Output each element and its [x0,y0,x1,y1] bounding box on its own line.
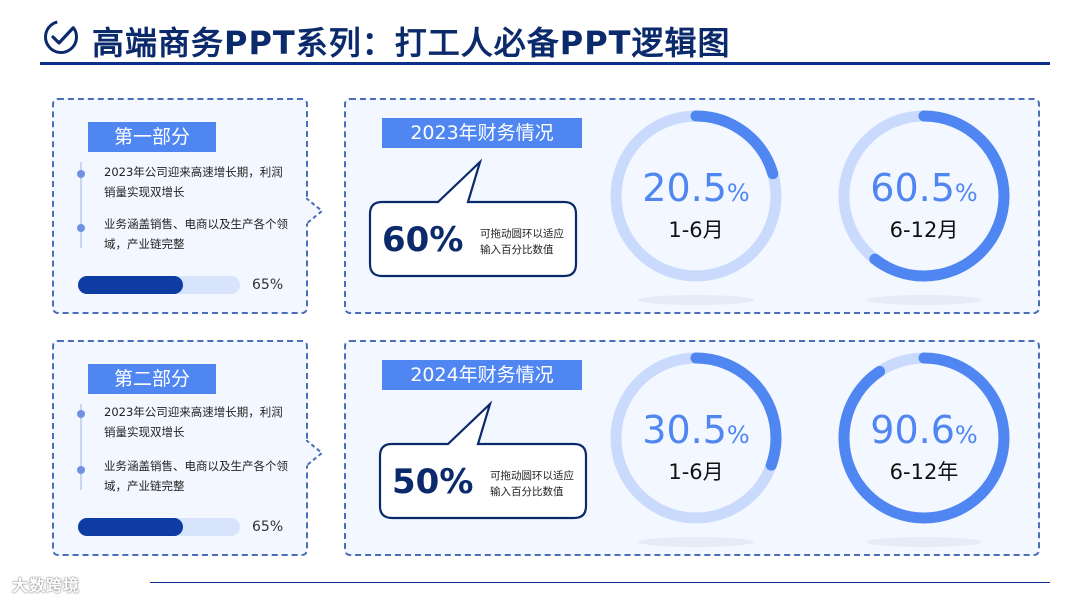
year-tag: 2023年财务情况 [382,118,582,148]
donut-label: 1-6月 [668,218,724,242]
speech-bubble: 60% 可拖动圆环以适应输入百分比数值 [368,156,578,278]
bullet-text: 业务涵盖销售、电商以及生产各个领域，产业链完整 [104,459,288,493]
bullet-text: 业务涵盖销售、电商以及生产各个领域，产业链完整 [104,217,288,251]
donut-unit: % [954,179,978,207]
timeline-dot [77,410,85,418]
donut-number: 90.6 [870,408,955,452]
donut-label: 6-12年 [889,460,959,484]
donut-shadow [638,537,754,547]
donut-chart[interactable]: 30.5% 1-6月 [608,352,798,548]
timeline-dot [77,466,85,474]
bullet-text: 2023年公司迎来高速增长期，利润销量实现双增长 [104,405,283,439]
progress-label: 65% [252,519,284,535]
header: 高端商务PPT系列：打工人必备PPT逻辑图 [40,14,1050,66]
donut-shadow [638,295,754,305]
bubble-percent: 60% [382,220,464,260]
progress-fill [78,518,184,536]
footer-divider [150,582,1050,583]
bullet-text: 2023年公司迎来高速增长期，利润销量实现双增长 [104,165,283,199]
donut-unit: % [726,421,750,449]
donut-chart[interactable]: 20.5% 1-6月 [608,110,798,306]
section-2-summary-card: 第二部分 2023年公司迎来高速增长期，利润销量实现双增长 业务涵盖销售、电商以… [52,340,324,556]
page-title: 高端商务PPT系列：打工人必备PPT逻辑图 [92,24,731,62]
donut-arc [610,352,782,524]
donut-arc [838,352,1010,524]
timeline-line [80,162,82,248]
donut-number: 60.5 [870,166,955,210]
timeline-line [80,404,82,490]
progress-bar [78,276,240,294]
section-tag: 第二部分 [88,364,216,394]
speech-bubble-shape [368,158,578,278]
section-2-finance-card: 2024年财务情况 50% 可拖动圆环以适应输入百分比数值 30.5% 1-6月… [344,340,1040,556]
donut-unit: % [726,179,750,207]
donut-arc [610,110,782,282]
donut-label: 1-6月 [668,460,724,484]
section-tag: 第一部分 [88,122,216,152]
timeline-dot [77,170,85,178]
donut-label: 6-12月 [889,218,959,242]
check-circle-icon [44,20,78,54]
donut-value: 30.5% [608,408,784,452]
year-tag: 2024年财务情况 [382,360,582,390]
bubble-note: 可拖动圆环以适应输入百分比数值 [480,228,564,256]
pointer-arrow [306,198,324,224]
title-divider [40,62,1050,65]
speech-bubble-shape [378,400,588,520]
watermark-logo: 大数跨境 [12,576,81,595]
bubble-percent: 50% [392,462,474,502]
donut-value: 60.5% [836,166,1012,210]
donut-number: 20.5 [642,166,727,210]
donut-value: 90.6% [836,408,1012,452]
donut-shadow [866,295,982,305]
bubble-note: 可拖动圆环以适应输入百分比数值 [490,470,574,498]
progress-bar [78,518,240,536]
section-1-summary-card: 第一部分 2023年公司迎来高速增长期，利润销量实现双增长 业务涵盖销售、电商以… [52,98,324,314]
timeline-dot [77,224,85,232]
donut-chart[interactable]: 90.6% 6-12年 [836,352,1026,548]
speech-bubble: 50% 可拖动圆环以适应输入百分比数值 [378,398,588,520]
donut-number: 30.5 [642,408,727,452]
donut-arc [838,110,1010,282]
section-1-finance-card: 2023年财务情况 60% 可拖动圆环以适应输入百分比数值 20.5% 1-6月… [344,98,1040,314]
donut-value: 20.5% [608,166,784,210]
donut-unit: % [954,421,978,449]
pointer-arrow [306,440,324,466]
progress-label: 65% [252,277,284,293]
donut-shadow [866,537,982,547]
progress-fill [78,276,184,294]
donut-chart[interactable]: 60.5% 6-12月 [836,110,1026,306]
